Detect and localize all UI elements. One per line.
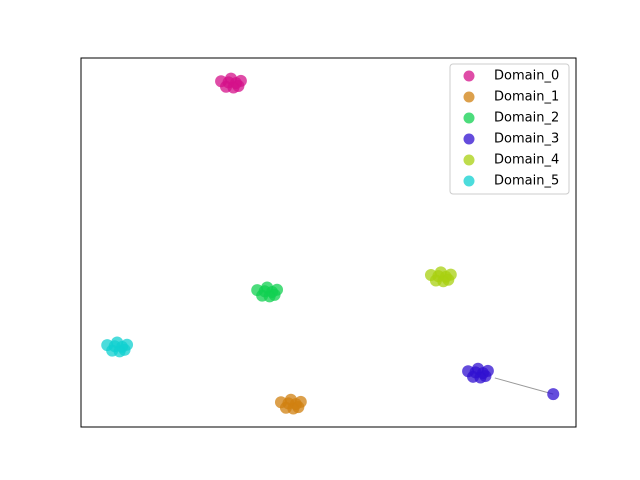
point [232,80,245,93]
point [469,366,482,379]
point [432,270,445,283]
legend-marker [463,112,475,124]
legend-label: Domain_2 [494,111,559,126]
point [442,273,455,286]
point [292,401,305,414]
point [118,343,131,356]
legend-marker [463,70,475,82]
legend-label: Domain_5 [494,174,559,189]
legend-label: Domain_1 [494,90,559,105]
legend-label: Domain_4 [494,153,559,168]
point [547,388,560,401]
point [108,340,121,353]
connector-line [494,377,554,395]
legend-marker [463,91,475,103]
legend-label: Domain_0 [494,69,559,84]
plot-frame [80,57,577,428]
legend-marker [463,154,475,166]
legend-marker [463,175,475,187]
point [222,76,235,89]
point [479,370,492,383]
point [268,288,281,301]
legend-marker [463,133,475,145]
point [282,397,295,410]
point [258,285,271,298]
legend-label: Domain_3 [494,132,559,147]
legend-box [449,63,570,195]
